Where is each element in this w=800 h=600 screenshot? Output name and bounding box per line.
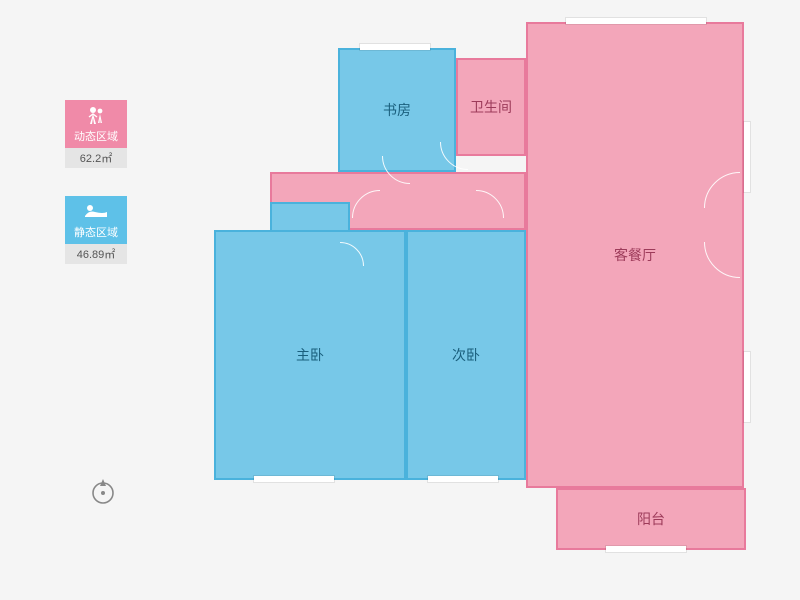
legend-static-area: 46.89㎡ bbox=[65, 244, 127, 264]
window-2 bbox=[428, 476, 498, 482]
window-5 bbox=[744, 352, 750, 422]
sleep-icon bbox=[83, 202, 109, 220]
floorplan: 客餐厅阳台卫生间书房卫生间主卧次卧 bbox=[200, 22, 760, 574]
room-balcony: 阳台 bbox=[556, 488, 746, 550]
room-label-second: 次卧 bbox=[452, 345, 480, 365]
legend-dynamic-label: 动态区域 bbox=[74, 128, 118, 144]
compass-icon bbox=[88, 476, 118, 511]
window-6 bbox=[566, 18, 706, 24]
room-bath1: 卫生间 bbox=[456, 58, 526, 156]
window-3 bbox=[606, 546, 686, 552]
room-label-study: 书房 bbox=[383, 100, 411, 120]
legend: 动态区域 62.2㎡ 静态区域 46.89㎡ bbox=[60, 100, 132, 292]
legend-dynamic: 动态区域 62.2㎡ bbox=[60, 100, 132, 168]
legend-static: 静态区域 46.89㎡ bbox=[60, 196, 132, 264]
window-1 bbox=[254, 476, 334, 482]
legend-dynamic-area: 62.2㎡ bbox=[65, 148, 127, 168]
room-study: 书房 bbox=[338, 48, 456, 172]
room-label-balcony: 阳台 bbox=[637, 509, 665, 529]
window-0 bbox=[360, 44, 430, 50]
legend-static-badge: 静态区域 bbox=[65, 196, 127, 244]
room-second: 次卧 bbox=[406, 230, 526, 480]
window-4 bbox=[744, 122, 750, 192]
people-icon bbox=[84, 106, 108, 126]
legend-dynamic-badge: 动态区域 bbox=[65, 100, 127, 148]
legend-static-label: 静态区域 bbox=[74, 224, 118, 240]
room-master: 主卧 bbox=[214, 230, 406, 480]
room-label-living: 客餐厅 bbox=[614, 245, 656, 265]
room-label-master: 主卧 bbox=[296, 345, 324, 365]
room-label-bath1: 卫生间 bbox=[470, 97, 512, 117]
